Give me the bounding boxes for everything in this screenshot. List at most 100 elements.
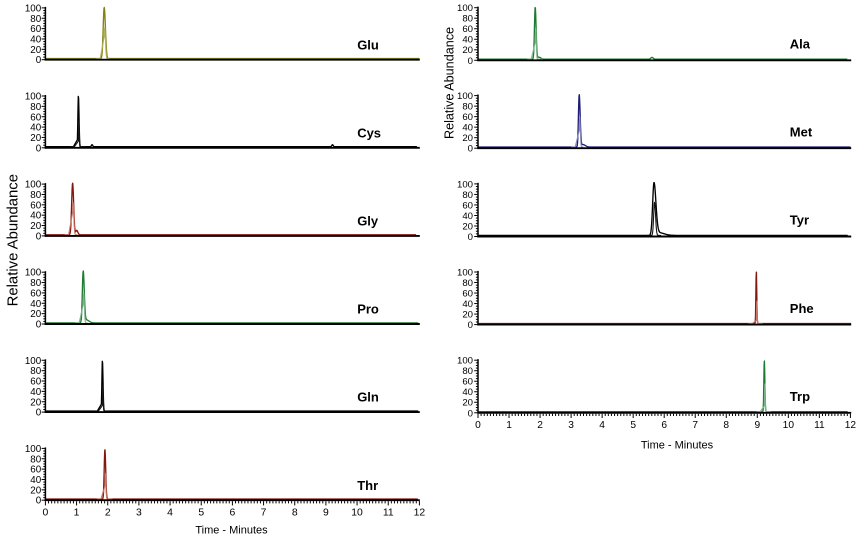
svg-text:80: 80: [30, 366, 41, 377]
svg-text:100: 100: [457, 91, 473, 102]
svg-text:60: 60: [30, 377, 41, 388]
svg-text:7: 7: [692, 420, 698, 431]
svg-text:40: 40: [462, 211, 473, 222]
svg-text:3: 3: [136, 508, 142, 519]
svg-text:0: 0: [468, 320, 473, 331]
svg-text:20: 20: [462, 45, 473, 56]
svg-text:Pro: Pro: [357, 302, 379, 317]
svg-text:10: 10: [351, 508, 363, 519]
svg-text:100: 100: [457, 356, 473, 367]
svg-text:Phe: Phe: [790, 301, 814, 316]
svg-text:4: 4: [167, 508, 173, 519]
svg-text:5: 5: [198, 508, 204, 519]
svg-text:40: 40: [462, 123, 473, 134]
svg-text:0: 0: [468, 408, 473, 419]
svg-text:20: 20: [462, 398, 473, 409]
svg-text:60: 60: [30, 200, 41, 211]
svg-text:40: 40: [30, 387, 41, 398]
svg-text:Tyr: Tyr: [790, 213, 809, 228]
svg-text:20: 20: [30, 485, 41, 496]
svg-text:40: 40: [30, 211, 41, 222]
svg-text:60: 60: [30, 288, 41, 299]
svg-text:40: 40: [30, 475, 41, 486]
svg-text:9: 9: [323, 508, 329, 519]
svg-text:2: 2: [105, 508, 111, 519]
svg-text:11: 11: [383, 508, 394, 519]
svg-text:1: 1: [74, 508, 80, 519]
svg-text:4: 4: [599, 420, 605, 431]
svg-text:40: 40: [30, 35, 41, 46]
svg-text:40: 40: [462, 387, 473, 398]
svg-text:80: 80: [462, 190, 473, 201]
svg-text:20: 20: [462, 310, 473, 321]
svg-text:20: 20: [30, 45, 41, 56]
svg-text:Gly: Gly: [357, 214, 379, 229]
svg-text:Glu: Glu: [357, 37, 379, 52]
svg-text:10: 10: [783, 420, 795, 431]
svg-text:60: 60: [30, 465, 41, 476]
svg-text:60: 60: [462, 24, 473, 35]
svg-text:0: 0: [468, 144, 473, 155]
svg-text:100: 100: [457, 267, 473, 278]
svg-text:2: 2: [537, 420, 543, 431]
svg-text:100: 100: [25, 356, 42, 367]
svg-text:40: 40: [30, 123, 41, 134]
svg-text:8: 8: [723, 420, 729, 431]
svg-text:80: 80: [30, 14, 41, 25]
svg-text:80: 80: [462, 102, 473, 113]
svg-text:80: 80: [462, 366, 473, 377]
svg-text:20: 20: [30, 221, 41, 232]
svg-text:8: 8: [292, 508, 298, 519]
svg-text:Cys: Cys: [357, 125, 381, 140]
svg-text:0: 0: [475, 420, 481, 431]
svg-text:60: 60: [30, 24, 41, 35]
svg-text:0: 0: [36, 143, 42, 154]
svg-text:Time - Minutes: Time - Minutes: [641, 440, 714, 452]
svg-text:6: 6: [661, 420, 667, 431]
svg-text:0: 0: [468, 56, 473, 67]
svg-text:Relative Abundance: Relative Abundance: [6, 174, 22, 306]
svg-text:9: 9: [754, 420, 760, 431]
svg-text:Thr: Thr: [357, 478, 378, 493]
svg-text:20: 20: [30, 309, 41, 320]
svg-text:20: 20: [462, 133, 473, 144]
svg-text:7: 7: [261, 508, 267, 519]
svg-text:100: 100: [25, 3, 42, 14]
svg-text:0: 0: [43, 508, 49, 519]
svg-text:0: 0: [36, 320, 42, 331]
svg-text:Ala: Ala: [790, 37, 811, 52]
svg-text:0: 0: [36, 55, 42, 66]
svg-text:Relative Abundance: Relative Abundance: [442, 27, 456, 139]
svg-text:100: 100: [25, 268, 42, 279]
svg-text:60: 60: [462, 112, 473, 123]
svg-text:0: 0: [468, 232, 473, 243]
svg-text:80: 80: [30, 454, 41, 465]
svg-text:20: 20: [462, 221, 473, 232]
svg-text:12: 12: [845, 420, 857, 431]
svg-text:3: 3: [568, 420, 574, 431]
svg-text:100: 100: [25, 444, 42, 455]
svg-text:Met: Met: [790, 124, 813, 139]
svg-text:40: 40: [462, 299, 473, 310]
svg-text:60: 60: [30, 112, 41, 123]
svg-text:0: 0: [36, 496, 42, 507]
svg-text:60: 60: [462, 289, 473, 300]
svg-text:6: 6: [230, 508, 236, 519]
svg-text:100: 100: [457, 3, 473, 14]
svg-text:Gln: Gln: [357, 390, 379, 405]
svg-text:40: 40: [30, 299, 41, 310]
svg-text:40: 40: [462, 35, 473, 46]
svg-text:100: 100: [457, 179, 473, 190]
svg-text:100: 100: [25, 92, 42, 103]
svg-text:60: 60: [462, 377, 473, 388]
svg-text:11: 11: [814, 420, 825, 431]
svg-text:5: 5: [630, 420, 636, 431]
svg-text:100: 100: [25, 180, 42, 191]
svg-text:20: 20: [30, 133, 41, 144]
svg-text:0: 0: [36, 231, 42, 242]
svg-text:20: 20: [30, 397, 41, 408]
svg-text:60: 60: [462, 200, 473, 211]
svg-text:80: 80: [462, 278, 473, 289]
svg-text:80: 80: [30, 190, 41, 201]
svg-text:1: 1: [506, 420, 512, 431]
